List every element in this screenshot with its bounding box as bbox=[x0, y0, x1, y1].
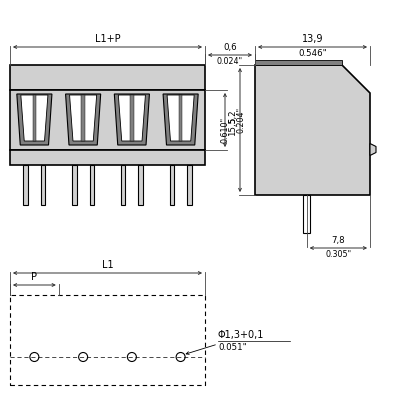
Polygon shape bbox=[21, 95, 48, 141]
Polygon shape bbox=[66, 94, 101, 145]
Polygon shape bbox=[370, 144, 376, 156]
Polygon shape bbox=[41, 165, 45, 205]
Polygon shape bbox=[187, 165, 192, 205]
Text: 0.204": 0.204" bbox=[236, 107, 245, 133]
Polygon shape bbox=[17, 94, 52, 145]
Text: 0.546": 0.546" bbox=[298, 49, 327, 58]
Text: L1+P: L1+P bbox=[95, 34, 120, 44]
Polygon shape bbox=[118, 95, 145, 141]
Polygon shape bbox=[179, 95, 182, 141]
Polygon shape bbox=[255, 60, 342, 65]
Polygon shape bbox=[72, 165, 77, 205]
Polygon shape bbox=[33, 95, 36, 141]
Polygon shape bbox=[23, 165, 28, 205]
Polygon shape bbox=[255, 65, 370, 195]
Polygon shape bbox=[10, 65, 205, 90]
Text: 7,8: 7,8 bbox=[331, 236, 345, 245]
Text: 5,2: 5,2 bbox=[228, 109, 237, 123]
Polygon shape bbox=[114, 94, 149, 145]
Polygon shape bbox=[169, 165, 174, 205]
Polygon shape bbox=[121, 165, 125, 205]
Polygon shape bbox=[10, 150, 205, 165]
Polygon shape bbox=[167, 95, 194, 141]
Text: P: P bbox=[31, 272, 38, 282]
Polygon shape bbox=[70, 95, 97, 141]
Text: Φ1,3+0,1: Φ1,3+0,1 bbox=[218, 330, 264, 340]
Polygon shape bbox=[138, 165, 143, 205]
Polygon shape bbox=[163, 94, 198, 145]
Polygon shape bbox=[90, 165, 94, 205]
Text: 0.051": 0.051" bbox=[218, 343, 247, 352]
Polygon shape bbox=[303, 195, 310, 233]
Text: 13,9: 13,9 bbox=[302, 34, 323, 44]
Text: 0.305": 0.305" bbox=[325, 250, 352, 259]
Polygon shape bbox=[10, 90, 205, 150]
Text: 15,5: 15,5 bbox=[228, 116, 237, 136]
Text: 0.024": 0.024" bbox=[217, 57, 243, 66]
Text: 0,6: 0,6 bbox=[223, 43, 237, 52]
Text: L1: L1 bbox=[102, 260, 113, 270]
Polygon shape bbox=[130, 95, 134, 141]
Text: 0.610": 0.610" bbox=[220, 117, 229, 143]
Polygon shape bbox=[81, 95, 85, 141]
Bar bbox=[10, 295, 205, 385]
